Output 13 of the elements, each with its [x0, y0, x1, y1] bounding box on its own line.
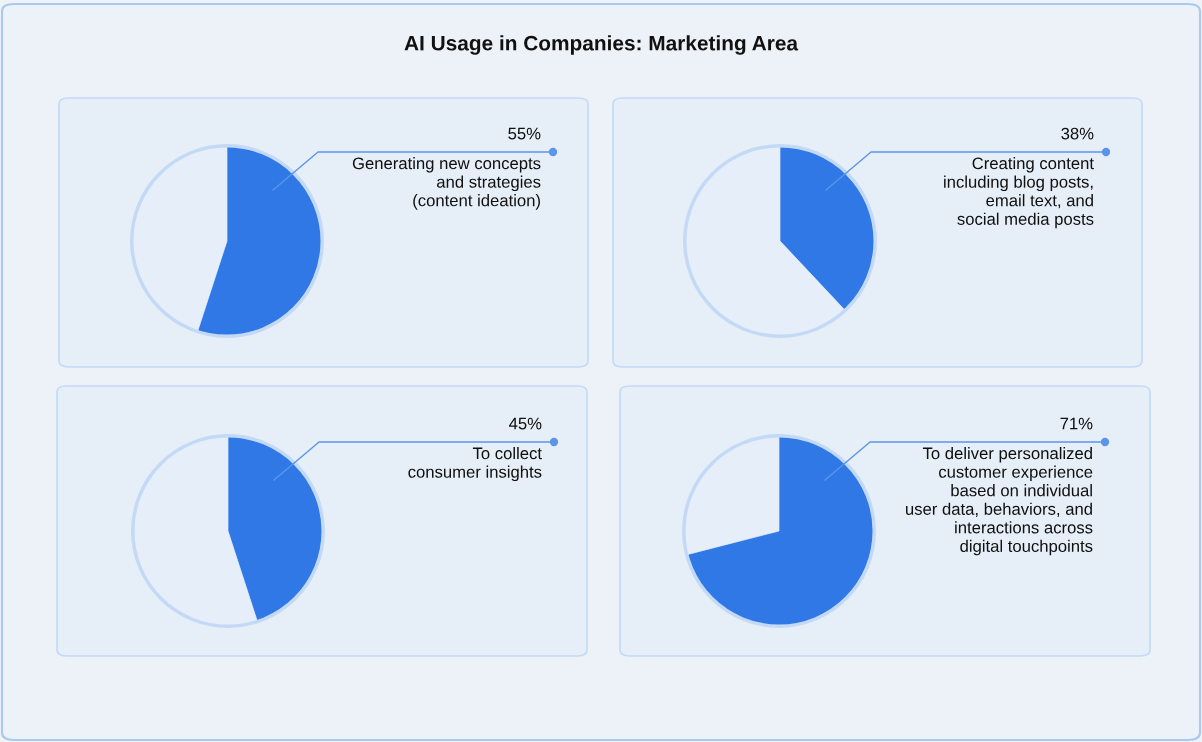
slice-label: Creating content including blog posts, email text, and social media posts: [944, 157, 1094, 229]
slice-label: Generating new concepts and strategies (content ideation): [352, 157, 541, 210]
pie-slice: [227, 435, 324, 622]
data-label: 55%: [508, 127, 541, 140]
pie-slice: [779, 145, 876, 311]
data-label: 38%: [1061, 127, 1094, 140]
pie-slice: [686, 435, 875, 627]
data-label: 45%: [509, 417, 542, 430]
pie-slice: [197, 145, 323, 337]
slice-label: To collect consumer insights: [408, 447, 542, 482]
data-label: 71%: [1060, 417, 1093, 430]
slice-label: To deliver personalized customer experience based on individual user data, behaviors, and interactions across digital touchpoints: [906, 447, 1093, 556]
text: AI Usage in Companies: Marketing Area: [404, 35, 799, 55]
